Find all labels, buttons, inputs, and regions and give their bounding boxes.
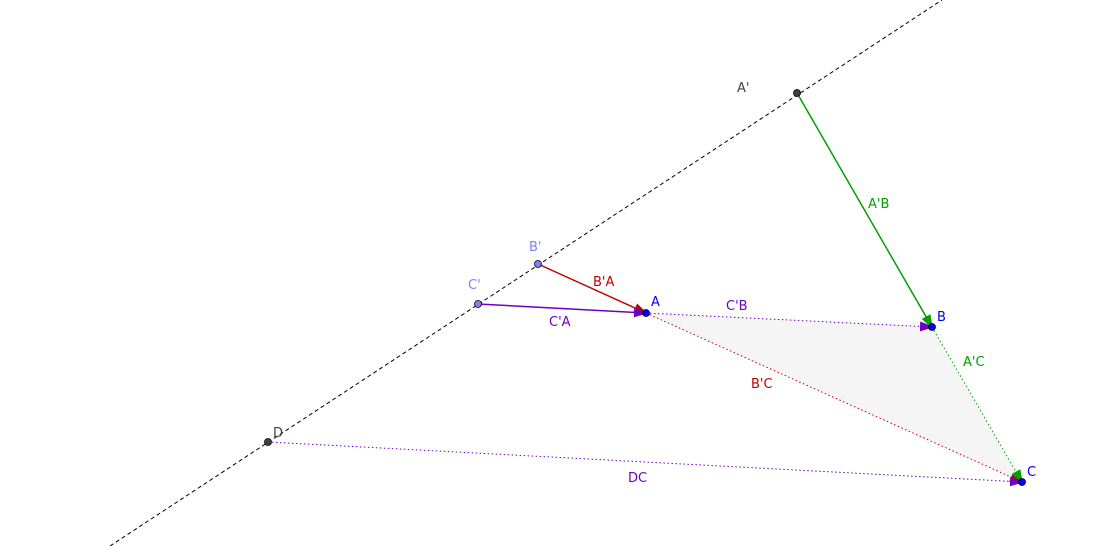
label-d: D <box>273 426 283 441</box>
label-vector-b-prime-a: B'A <box>593 275 614 290</box>
vector-a-prime-b <box>796 92 933 329</box>
label-a-prime: A' <box>737 81 749 96</box>
label-b: B <box>937 310 946 325</box>
label-vector-b-prime-c: B'C <box>751 377 773 392</box>
vector-b-prime-a <box>537 263 648 314</box>
label-vector-c-prime-b: C'B <box>726 299 748 314</box>
point-b[interactable] <box>928 323 936 331</box>
label-vector-dc: DC <box>628 471 647 486</box>
vector-b-prime-c <box>645 312 1024 483</box>
vector-a-prime-c <box>931 326 1024 484</box>
vector-c-prime-a <box>477 303 648 318</box>
label-vector-a-prime-b: A'B <box>868 197 889 212</box>
point-c[interactable] <box>1018 478 1026 486</box>
label-c-prime: C' <box>468 278 481 293</box>
label-vector-c-prime-a: C'A <box>549 315 571 330</box>
vector-dc <box>267 441 1024 487</box>
label-a: A <box>651 295 660 310</box>
label-c: C <box>1027 465 1036 480</box>
point-a-prime[interactable] <box>793 89 801 97</box>
point-b-prime[interactable] <box>534 260 542 268</box>
point-a[interactable] <box>642 309 650 317</box>
triangle-abc <box>646 313 1022 482</box>
label-vector-a-prime-c: A'C <box>963 355 985 370</box>
point-c-prime[interactable] <box>474 300 482 308</box>
point-d[interactable] <box>264 438 272 446</box>
label-b-prime: B' <box>529 240 542 255</box>
dashed-line <box>109 0 943 546</box>
